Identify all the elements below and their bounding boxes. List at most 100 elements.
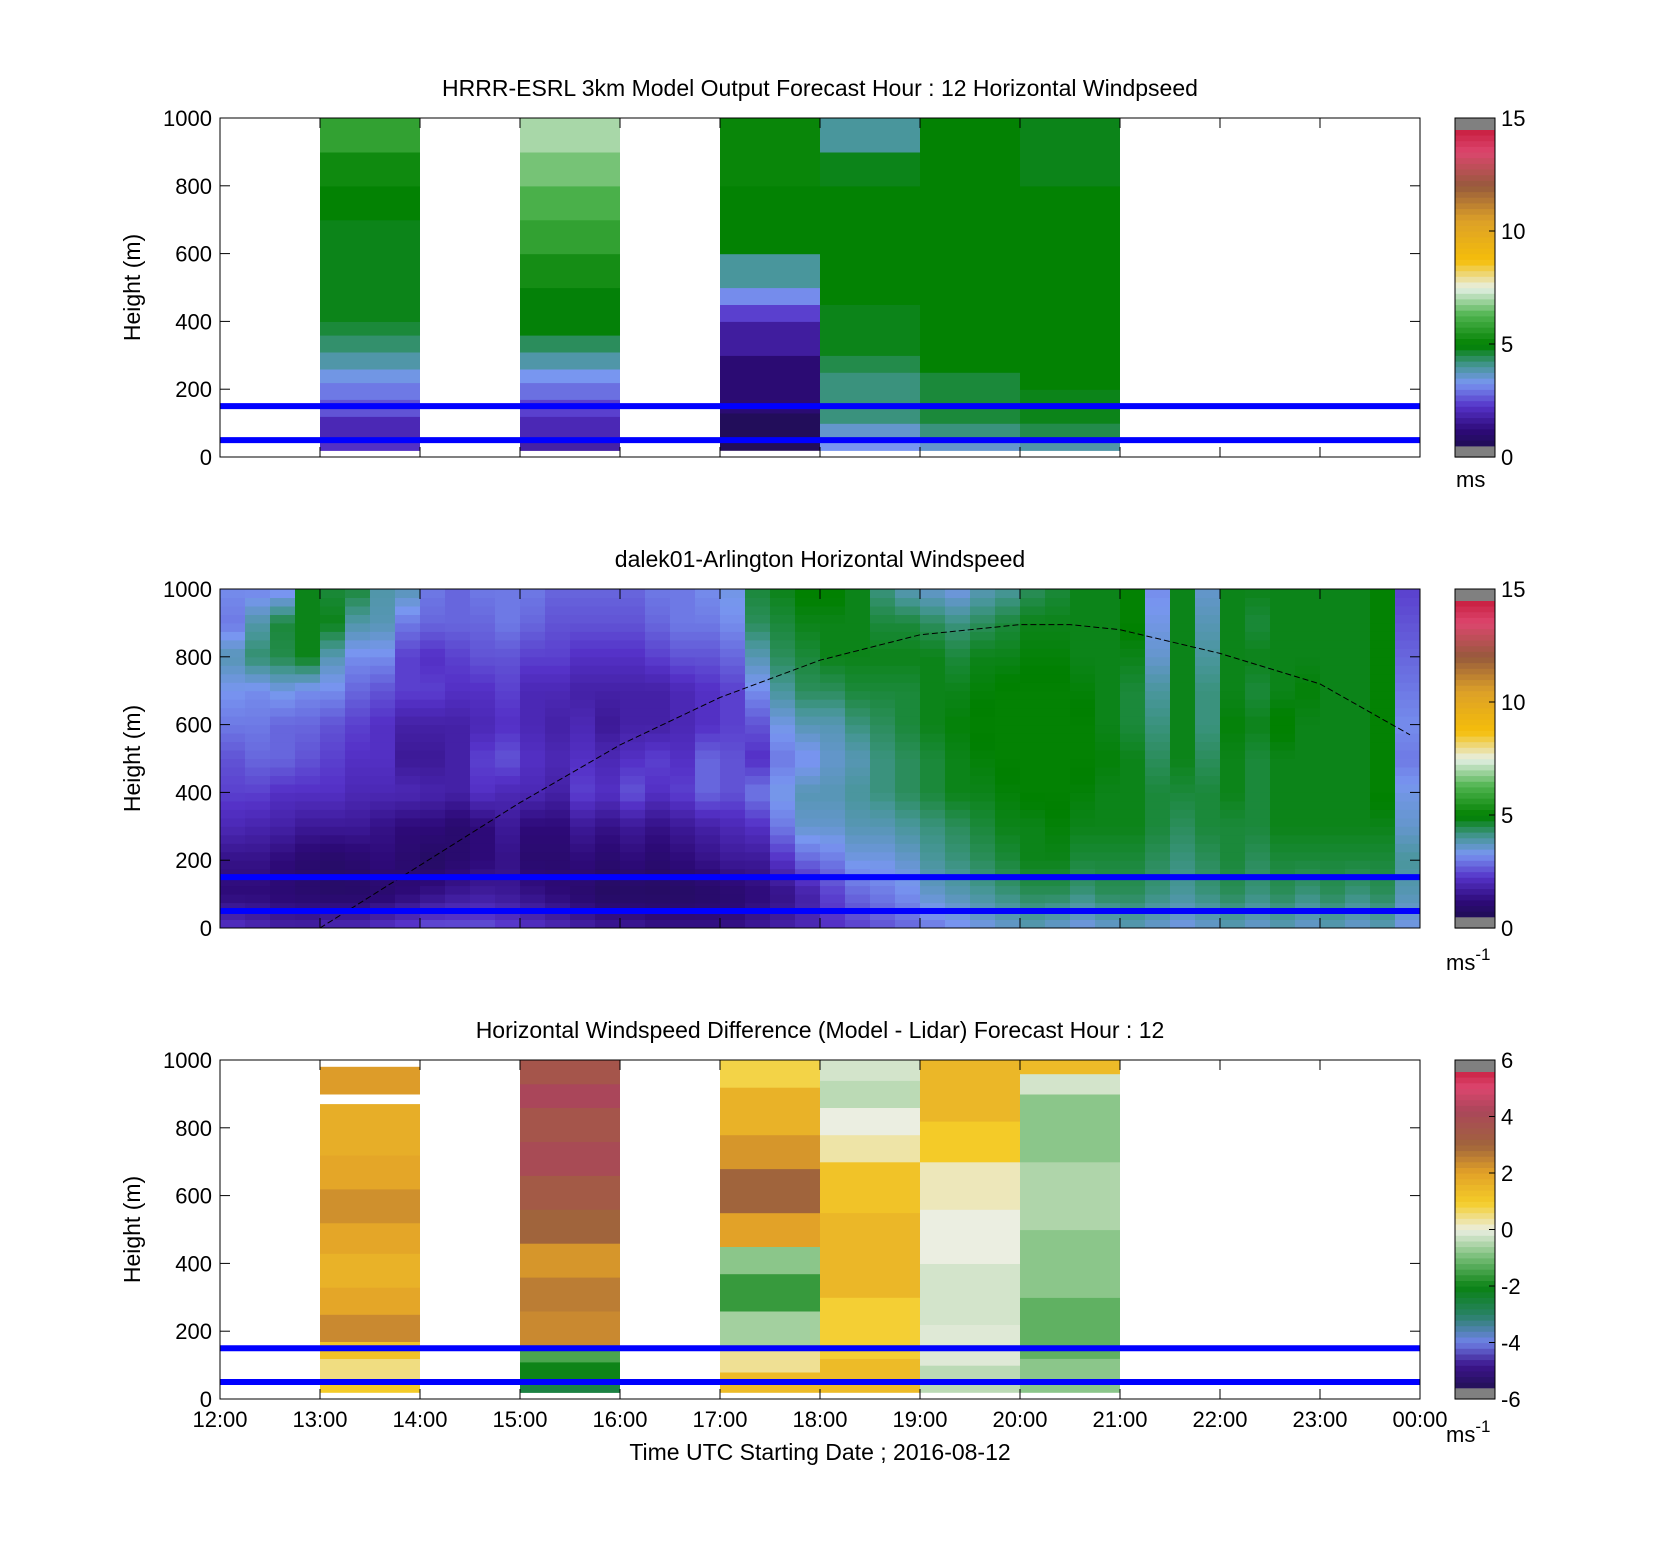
heat-cell: [595, 843, 621, 853]
colorbar-segment: [1455, 1190, 1495, 1197]
heat-cell: [1145, 800, 1171, 810]
heat-cell: [945, 775, 971, 785]
heat-cell: [1020, 724, 1046, 734]
heat-cell: [495, 733, 521, 743]
colorbar-segment: [1455, 151, 1495, 159]
colorbar-segment: [1455, 1139, 1495, 1146]
heat-cell: [945, 767, 971, 776]
heat-cell: [320, 631, 346, 641]
heat-cell: [1320, 800, 1346, 810]
heat-cell: [595, 673, 621, 683]
heat-cell: [295, 631, 321, 641]
heat-cell: [1245, 707, 1271, 717]
heat-cell: [1020, 639, 1046, 649]
heat-cell: [1345, 817, 1371, 827]
heat-cell: [445, 843, 471, 853]
heat-cell: [295, 648, 321, 658]
heat-cell: [320, 335, 420, 353]
heat-cell: [370, 699, 396, 709]
heat-cell: [870, 775, 896, 785]
heat-cell: [670, 894, 696, 904]
heat-cell: [370, 639, 396, 649]
heat-cell: [545, 750, 571, 759]
heat-cell: [370, 783, 396, 793]
heat-cell: [970, 699, 996, 709]
heat-cell: [495, 911, 521, 920]
colorbar-segment: [1455, 1269, 1495, 1276]
colorbar-segment: [1455, 611, 1495, 618]
heat-cell: [745, 639, 771, 649]
heat-cell: [745, 707, 771, 717]
heat-cell: [670, 665, 696, 675]
heat-cell: [720, 614, 746, 624]
heat-cell: [1170, 741, 1196, 751]
heat-cell: [495, 860, 521, 870]
colorbar-segment: [1455, 219, 1495, 226]
heat-cell: [820, 1212, 920, 1298]
heat-cell: [1245, 673, 1271, 683]
heat-cell: [570, 877, 596, 887]
heat-cell: [1170, 843, 1196, 853]
heat-cell: [220, 699, 246, 709]
heat-cell: [1020, 919, 1046, 929]
heat-cell: [820, 868, 846, 878]
heat-cell: [1395, 750, 1421, 759]
heat-cell: [770, 758, 796, 768]
heat-cell: [220, 758, 246, 768]
heat-cell: [1370, 817, 1396, 827]
heat-cell: [395, 843, 421, 853]
heat-cell: [945, 800, 971, 810]
colorbar-segment: [1455, 1195, 1495, 1202]
heat-cell: [895, 843, 921, 853]
heat-cell: [270, 860, 296, 870]
heat-cell: [520, 440, 620, 451]
heat-cell: [495, 589, 521, 598]
heat-cell: [1195, 809, 1221, 819]
heat-cell: [445, 758, 471, 768]
heat-cell: [295, 851, 321, 861]
heat-cell: [1270, 817, 1296, 827]
heat-cell: [1145, 682, 1171, 692]
heat-cell: [1295, 783, 1321, 793]
heat-cell: [1045, 826, 1071, 836]
heat-cell: [445, 631, 471, 641]
heat-cell: [595, 826, 621, 836]
heat-cell: [1320, 724, 1346, 734]
heat-cell: [720, 631, 746, 641]
heat-cell: [845, 699, 871, 709]
colorbar-segment: [1455, 332, 1495, 339]
heat-cell: [495, 741, 521, 751]
heat-cell: [395, 750, 421, 759]
colorbar-segment: [1455, 349, 1495, 356]
heat-cell: [1395, 699, 1421, 709]
heat-cell: [1120, 834, 1146, 844]
heat-cell: [920, 118, 1020, 373]
heat-cell: [1295, 775, 1321, 785]
heat-cell: [745, 843, 771, 853]
heat-cell: [945, 673, 971, 683]
heat-cell: [1395, 783, 1421, 793]
heat-cell: [1095, 631, 1121, 641]
heat-cell: [1095, 733, 1121, 743]
heat-cell: [645, 622, 671, 632]
heat-cell: [745, 648, 771, 658]
heat-cell: [245, 614, 271, 624]
heat-cell: [345, 665, 371, 675]
heat-cell: [570, 868, 596, 878]
heat-cell: [1370, 631, 1396, 641]
heat-cell: [920, 1263, 1020, 1325]
heat-cell: [670, 826, 696, 836]
heat-cell: [245, 902, 271, 912]
heat-cell: [295, 750, 321, 759]
heat-cell: [1095, 902, 1121, 912]
heat-cell: [795, 733, 821, 743]
heat-cell: [570, 589, 596, 598]
heat-cell: [545, 792, 571, 802]
heat-cell: [920, 1324, 1020, 1366]
heat-cell: [295, 741, 321, 751]
heat-cell: [1320, 792, 1346, 802]
heat-cell: [245, 597, 271, 607]
heat-cell: [1245, 919, 1271, 929]
